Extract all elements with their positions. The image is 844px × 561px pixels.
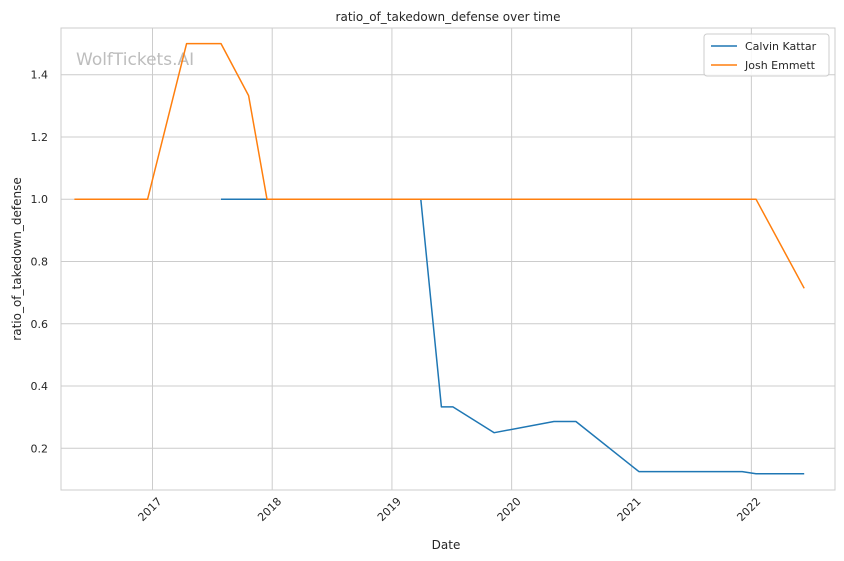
y-tick-label: 1.4: [31, 69, 49, 82]
series-lines: [74, 42, 805, 475]
y-tick-label: 1.0: [31, 193, 49, 206]
y-tick-label: 1.2: [31, 131, 49, 144]
y-tick-label: 0.4: [31, 380, 49, 393]
legend: Calvin Kattar Josh Emmett: [703, 33, 830, 77]
legend-label-josh-emmett: Josh Emmett: [744, 59, 816, 72]
watermark-text: WolfTickets.AI: [76, 50, 194, 70]
y-tick-label: 0.2: [31, 442, 49, 455]
y-axis-ticks: 0.2 0.4 0.6 0.8 1.0 1.2 1.4: [31, 69, 49, 456]
y-tick-label: 0.8: [31, 255, 49, 268]
series-line-calvin-kattar: [221, 198, 805, 475]
x-axis-label: Date: [432, 538, 461, 552]
series-line-josh-emmett: [74, 42, 805, 289]
plot-frame: [60, 27, 836, 491]
y-tick-label: 0.6: [31, 318, 49, 331]
legend-label-calvin-kattar: Calvin Kattar: [745, 40, 817, 53]
y-axis-label: ratio_of_takedown_defense: [10, 177, 24, 340]
chart-title: ratio_of_takedown_defense over time: [336, 10, 561, 24]
